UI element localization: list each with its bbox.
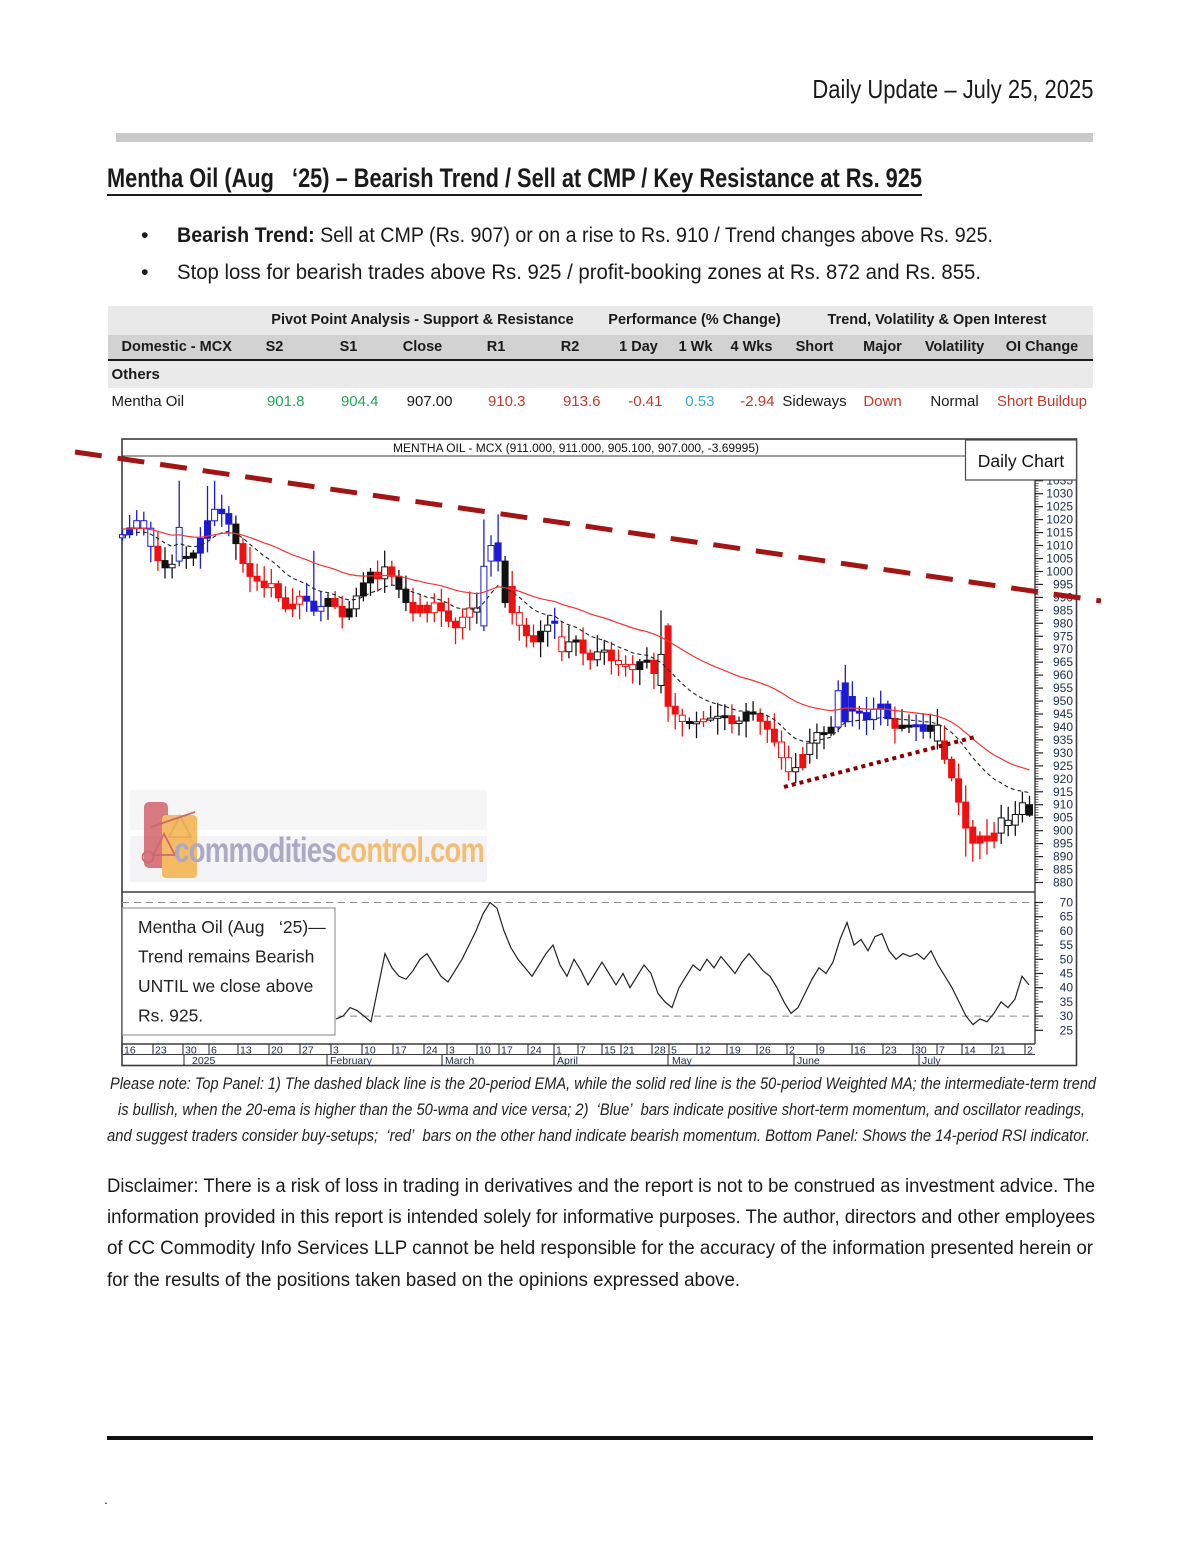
svg-text:16: 16 bbox=[854, 1045, 866, 1057]
svg-text:June: June bbox=[797, 1055, 820, 1067]
svg-text:915: 915 bbox=[1053, 785, 1073, 799]
svg-text:905: 905 bbox=[1053, 811, 1073, 825]
svg-text:7: 7 bbox=[580, 1045, 586, 1057]
svg-text:1000: 1000 bbox=[1046, 565, 1073, 579]
svg-text:2: 2 bbox=[1027, 1045, 1033, 1057]
svg-text:885: 885 bbox=[1053, 863, 1073, 877]
svg-text:940: 940 bbox=[1053, 720, 1073, 734]
svg-text:950: 950 bbox=[1053, 694, 1073, 708]
svg-text:14: 14 bbox=[964, 1045, 976, 1057]
svg-text:935: 935 bbox=[1053, 733, 1073, 747]
svg-text:24: 24 bbox=[530, 1045, 542, 1057]
svg-text:25: 25 bbox=[1060, 1023, 1074, 1037]
svg-text:10: 10 bbox=[364, 1045, 376, 1057]
svg-text:1015: 1015 bbox=[1046, 526, 1073, 540]
svg-text:1: 1 bbox=[556, 1045, 562, 1057]
svg-text:Trend remains Bearish: Trend remains Bearish bbox=[138, 947, 314, 967]
svg-text:930: 930 bbox=[1053, 746, 1073, 760]
svg-text:February: February bbox=[330, 1055, 373, 1067]
svg-text:3: 3 bbox=[333, 1045, 339, 1057]
svg-text:925: 925 bbox=[1053, 759, 1073, 773]
svg-text:985: 985 bbox=[1053, 603, 1073, 617]
svg-text:6: 6 bbox=[211, 1045, 217, 1057]
svg-text:30: 30 bbox=[1060, 1009, 1074, 1023]
svg-text:July: July bbox=[922, 1055, 941, 1067]
svg-text:28: 28 bbox=[654, 1045, 666, 1057]
svg-text:7: 7 bbox=[939, 1045, 945, 1057]
svg-text:980: 980 bbox=[1053, 616, 1073, 630]
svg-text:65: 65 bbox=[1060, 910, 1074, 924]
svg-text:Daily Chart: Daily Chart bbox=[978, 451, 1065, 471]
svg-text:MENTHA OIL - MCX (911.000, 911: MENTHA OIL - MCX (911.000, 911.000, 905.… bbox=[393, 443, 759, 455]
svg-text:21: 21 bbox=[994, 1045, 1006, 1057]
svg-text:30: 30 bbox=[185, 1045, 197, 1057]
svg-text:55: 55 bbox=[1060, 938, 1074, 952]
svg-text:890: 890 bbox=[1053, 850, 1073, 864]
svg-text:1030: 1030 bbox=[1046, 487, 1073, 501]
svg-text:70: 70 bbox=[1060, 896, 1074, 910]
svg-text:24: 24 bbox=[426, 1045, 438, 1057]
svg-text:40: 40 bbox=[1060, 981, 1074, 995]
svg-text:commodities: commodities bbox=[174, 831, 336, 870]
svg-text:1005: 1005 bbox=[1046, 552, 1073, 566]
svg-text:970: 970 bbox=[1053, 642, 1073, 656]
svg-text:955: 955 bbox=[1053, 681, 1073, 695]
svg-text:15: 15 bbox=[604, 1045, 616, 1057]
svg-text:975: 975 bbox=[1053, 629, 1073, 643]
svg-text:April: April bbox=[557, 1055, 578, 1067]
svg-text:50: 50 bbox=[1060, 952, 1074, 966]
svg-text:May: May bbox=[672, 1055, 693, 1067]
svg-text:880: 880 bbox=[1053, 876, 1073, 890]
svg-text:1025: 1025 bbox=[1046, 500, 1073, 514]
svg-text:995: 995 bbox=[1053, 577, 1073, 591]
svg-text:5: 5 bbox=[671, 1045, 677, 1057]
svg-text:2025: 2025 bbox=[192, 1055, 216, 1067]
svg-text:45: 45 bbox=[1060, 967, 1074, 981]
svg-text:27: 27 bbox=[302, 1045, 314, 1057]
svg-text:17: 17 bbox=[395, 1045, 407, 1057]
svg-text:1010: 1010 bbox=[1046, 539, 1073, 553]
svg-text:23: 23 bbox=[155, 1045, 167, 1057]
svg-text:March: March bbox=[445, 1055, 474, 1067]
svg-text:Rs. 925.: Rs. 925. bbox=[138, 1006, 203, 1026]
svg-text:UNTIL we close above: UNTIL we close above bbox=[138, 976, 313, 996]
svg-text:1020: 1020 bbox=[1046, 513, 1073, 527]
svg-text:10: 10 bbox=[479, 1045, 491, 1057]
svg-text:19: 19 bbox=[729, 1045, 741, 1057]
svg-text:960: 960 bbox=[1053, 668, 1073, 682]
svg-text:965: 965 bbox=[1053, 655, 1073, 669]
svg-text:945: 945 bbox=[1053, 707, 1073, 721]
svg-text:30: 30 bbox=[915, 1045, 927, 1057]
svg-text:12: 12 bbox=[699, 1045, 711, 1057]
svg-text:920: 920 bbox=[1053, 772, 1073, 786]
svg-text:26: 26 bbox=[759, 1045, 771, 1057]
svg-text:17: 17 bbox=[501, 1045, 513, 1057]
svg-text:60: 60 bbox=[1060, 924, 1074, 938]
svg-text:21: 21 bbox=[623, 1045, 635, 1057]
svg-text:9: 9 bbox=[819, 1045, 825, 1057]
svg-text:3: 3 bbox=[449, 1045, 455, 1057]
svg-text:900: 900 bbox=[1053, 824, 1073, 838]
svg-text:Mentha Oil (Aug ‘25)—: Mentha Oil (Aug ‘25)— bbox=[138, 917, 326, 937]
svg-text:910: 910 bbox=[1053, 798, 1073, 812]
svg-text:895: 895 bbox=[1053, 837, 1073, 851]
svg-text:20: 20 bbox=[271, 1045, 283, 1057]
svg-text:control.com: control.com bbox=[336, 831, 484, 870]
svg-text:2: 2 bbox=[789, 1045, 795, 1057]
svg-text:13: 13 bbox=[240, 1045, 252, 1057]
svg-text:16: 16 bbox=[124, 1045, 136, 1057]
svg-text:35: 35 bbox=[1060, 995, 1074, 1009]
svg-text:23: 23 bbox=[885, 1045, 897, 1057]
